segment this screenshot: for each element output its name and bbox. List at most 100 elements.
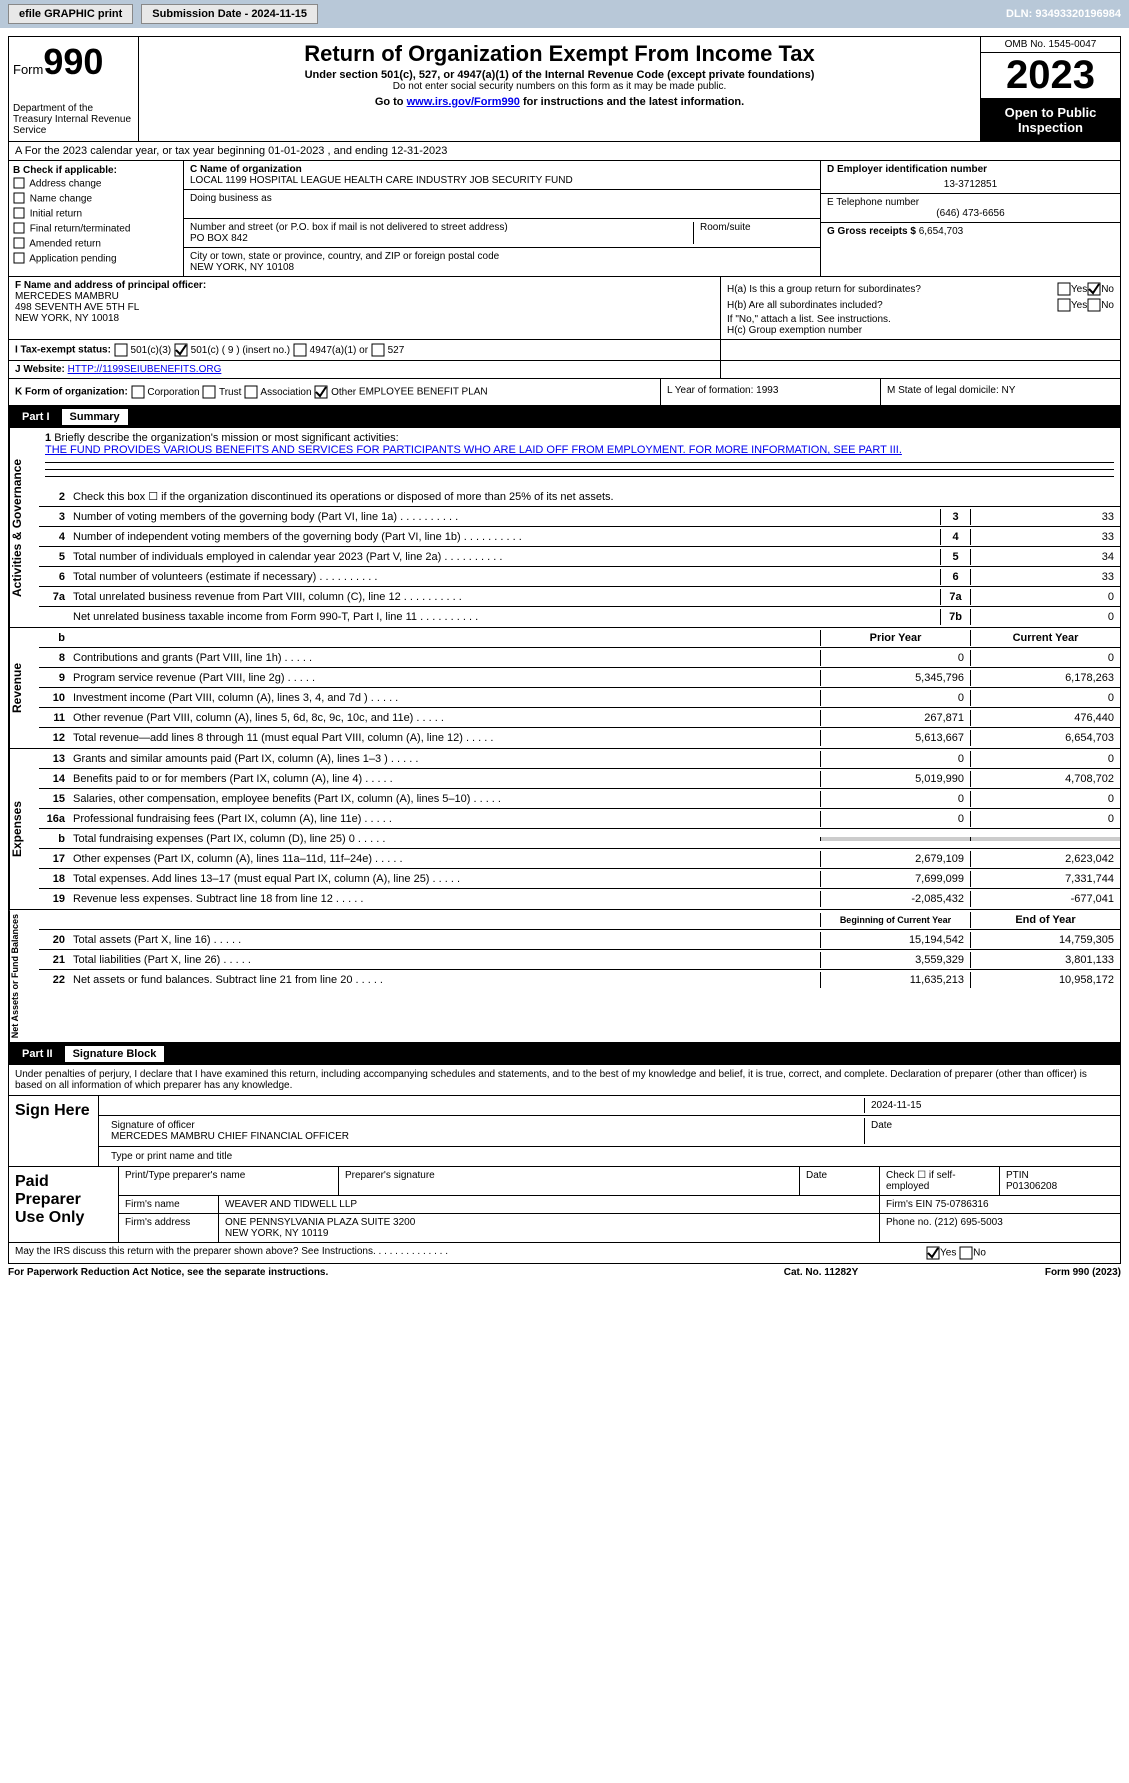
ein-label: D Employer identification number <box>827 164 1114 175</box>
sig-type-label: Type or print name and title <box>105 1149 238 1164</box>
sig-officer-label: Signature of officer <box>111 1120 858 1131</box>
checkbox-item: Initial return <box>13 207 179 221</box>
summary-line: 14Benefits paid to or for members (Part … <box>39 769 1120 789</box>
cat-no: Cat. No. 11282Y <box>721 1267 921 1278</box>
summary-line: 5Total number of individuals employed in… <box>39 547 1120 567</box>
dept-label: Department of the Treasury Internal Reve… <box>13 103 134 136</box>
state-domicile: M State of legal domicile: NY <box>880 379 1120 405</box>
checkbox-unchecked-icon <box>959 1246 973 1260</box>
mission-text[interactable]: THE FUND PROVIDES VARIOUS BENEFITS AND S… <box>45 444 902 456</box>
tax-status-option: 4947(a)(1) or <box>293 345 371 356</box>
officer-addr1: 498 SEVENTH AVE 5TH FL <box>15 302 714 313</box>
dba-label: Doing business as <box>190 193 814 204</box>
tax-status-option: 501(c)(3) <box>114 345 174 356</box>
preparer-check-label: Check ☐ if self-employed <box>880 1167 1000 1195</box>
ptin-value: P01306208 <box>1006 1181 1114 1192</box>
summary-line: 15Salaries, other compensation, employee… <box>39 789 1120 809</box>
form-title: Return of Organization Exempt From Incom… <box>143 41 976 67</box>
year-formation: L Year of formation: 1993 <box>660 379 880 405</box>
row-b-label: b <box>39 630 69 646</box>
prior-year-header: Prior Year <box>820 630 970 646</box>
public-inspection: Open to Public Inspection <box>981 99 1120 141</box>
summary-line: 2Check this box ☐ if the organization di… <box>39 487 1120 507</box>
firm-ein-label: Firm's EIN <box>886 1199 932 1210</box>
submission-button[interactable]: Submission Date - 2024-11-15 <box>141 4 318 24</box>
checkbox-checked-icon <box>1087 282 1101 296</box>
checkbox-item: Application pending <box>13 252 179 266</box>
checkbox-item: Name change <box>13 192 179 206</box>
firm-addr-label: Firm's address <box>119 1214 219 1242</box>
hb-label: H(b) Are all subordinates included? <box>727 300 1057 311</box>
checkbox-item: Address change <box>13 177 179 191</box>
summary-line: 13Grants and similar amounts paid (Part … <box>39 749 1120 769</box>
goto-note: Go to www.irs.gov/Form990 for instructio… <box>143 96 976 108</box>
firm-addr: ONE PENNSYLVANIA PLAZA SUITE 3200 <box>225 1217 873 1228</box>
firm-name-label: Firm's name <box>119 1196 219 1213</box>
summary-line: 10Investment income (Part VIII, column (… <box>39 688 1120 708</box>
form-org-option: Association <box>244 387 314 398</box>
org-name: LOCAL 1199 HOSPITAL LEAGUE HEALTH CARE I… <box>190 175 814 186</box>
org-city: NEW YORK, NY 10108 <box>190 262 814 273</box>
city-label: City or town, state or province, country… <box>190 251 814 262</box>
sig-date-label: Date <box>864 1118 1114 1144</box>
summary-line: 12Total revenue—add lines 8 through 11 (… <box>39 728 1120 748</box>
summary-line: 22Net assets or fund balances. Subtract … <box>39 970 1120 990</box>
summary-line: Net unrelated business taxable income fr… <box>39 607 1120 627</box>
toolbar: efile GRAPHIC print Submission Date - 20… <box>0 0 1129 28</box>
firm-phone-label: Phone no. <box>886 1217 932 1228</box>
summary-line: 18Total expenses. Add lines 13–17 (must … <box>39 869 1120 889</box>
summary-line: 16aProfessional fundraising fees (Part I… <box>39 809 1120 829</box>
form-footer: Form 990 (2023) <box>921 1267 1121 1278</box>
summary-line: 3Number of voting members of the governi… <box>39 507 1120 527</box>
officer-name: MERCEDES MAMBRU <box>15 291 714 302</box>
k-other: EMPLOYEE BENEFIT PLAN <box>359 387 488 398</box>
end-year-header: End of Year <box>970 912 1120 928</box>
firm-ein: 75-0786316 <box>935 1199 988 1210</box>
form-org-option: Corporation <box>131 387 203 398</box>
summary-line: 11Other revenue (Part VIII, column (A), … <box>39 708 1120 728</box>
sig-declaration: Under penalties of perjury, I declare th… <box>9 1065 1120 1095</box>
tax-status-option: 527 <box>371 345 404 356</box>
checkbox-unchecked-icon <box>1057 282 1071 296</box>
mission-num: 1 <box>45 432 51 444</box>
summary-line: 19Revenue less expenses. Subtract line 1… <box>39 889 1120 909</box>
summary-line: 20Total assets (Part X, line 16) . . . .… <box>39 930 1120 950</box>
checkbox-checked-icon <box>926 1246 940 1260</box>
summary-line: 4Number of independent voting members of… <box>39 527 1120 547</box>
hc-label: H(c) Group exemption number <box>727 325 1114 336</box>
part1-title: Summary <box>62 409 128 425</box>
firm-name: WEAVER AND TIDWELL LLP <box>219 1196 880 1213</box>
website-link[interactable]: HTTP://1199SEIUBENEFITS.ORG <box>68 364 222 375</box>
begin-year-header: Beginning of Current Year <box>820 913 970 927</box>
form-label: Form990 <box>13 41 134 83</box>
sig-date: 2024-11-15 <box>864 1098 1114 1113</box>
current-year-header: Current Year <box>970 630 1120 646</box>
summary-line: 17Other expenses (Part IX, column (A), l… <box>39 849 1120 869</box>
omb-label: OMB No. 1545-0047 <box>981 37 1120 53</box>
ssn-note: Do not enter social security numbers on … <box>143 81 976 92</box>
irs-link[interactable]: www.irs.gov/Form990 <box>407 96 520 108</box>
summary-line: 9Program service revenue (Part VIII, lin… <box>39 668 1120 688</box>
summary-line: 8Contributions and grants (Part VIII, li… <box>39 648 1120 668</box>
part1-label: Part I <box>14 411 58 423</box>
tax-status-label: I Tax-exempt status: <box>15 345 111 356</box>
checkbox-unchecked-icon <box>1087 298 1101 312</box>
website-label: J Website: <box>15 364 65 375</box>
officer-addr2: NEW YORK, NY 10018 <box>15 313 714 324</box>
summary-line: bTotal fundraising expenses (Part IX, co… <box>39 829 1120 849</box>
preparer-date-label: Date <box>800 1167 880 1195</box>
gross-value: 6,654,703 <box>919 226 964 237</box>
dln-label: DLN: 93493320196984 <box>1006 8 1121 20</box>
room-label: Room/suite <box>694 222 814 244</box>
tax-status-option: 501(c) ( 9 ) (insert no.) <box>174 345 293 356</box>
checkbox-unchecked-icon <box>1057 298 1071 312</box>
officer-label: F Name and address of principal officer: <box>15 280 714 291</box>
efile-button[interactable]: efile GRAPHIC print <box>8 4 133 24</box>
paperwork-note: For Paperwork Reduction Act Notice, see … <box>8 1267 721 1278</box>
name-label: C Name of organization <box>190 164 814 175</box>
preparer-sig-label: Preparer's signature <box>339 1167 800 1195</box>
form-org-option: Trust <box>202 387 244 398</box>
sig-officer-name: MERCEDES MAMBRU CHIEF FINANCIAL OFFICER <box>111 1131 858 1142</box>
phone-value: (646) 473-6656 <box>827 208 1114 219</box>
mission-label: Briefly describe the organization's miss… <box>54 432 398 444</box>
